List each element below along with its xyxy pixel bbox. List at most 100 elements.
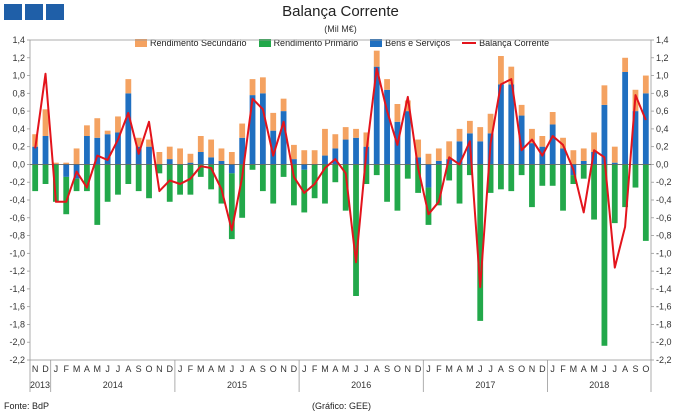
x-month-label: J [230, 364, 235, 374]
bar-secundario [477, 127, 484, 142]
bar-primario [322, 164, 328, 204]
bar-primario [259, 164, 266, 192]
y-tick-label-left: 1,2 [12, 53, 25, 63]
y-tick-label-right: -2,0 [656, 337, 672, 347]
bar-primario [197, 164, 204, 177]
legend-item-secundario: Rendimento Secundário [135, 38, 247, 48]
x-month-label: A [332, 364, 338, 374]
bar-bens [415, 157, 422, 165]
bar-secundario [208, 139, 215, 158]
bar-secundario [363, 132, 370, 147]
bar-secundario [249, 79, 256, 96]
legend-swatch-bens [370, 39, 383, 47]
bar-secundario [384, 79, 390, 90]
x-month-label: A [84, 364, 90, 374]
bar-primario [591, 164, 597, 220]
bar-secundario [115, 116, 121, 133]
bar-secundario [177, 148, 183, 165]
bar-bens [353, 137, 359, 165]
bar-secundario [94, 118, 101, 138]
bar-secundario [146, 139, 152, 147]
bar-bens [228, 164, 235, 174]
bar-secundario [342, 127, 349, 140]
x-month-label: J [602, 364, 607, 374]
x-month-label: N [529, 364, 536, 374]
bar-primario [384, 164, 390, 202]
bar-primario [601, 164, 608, 346]
x-month-label: A [581, 364, 587, 374]
bar-secundario [32, 134, 39, 147]
x-year-label: 2014 [103, 380, 123, 390]
legend-swatch-secundario [135, 39, 147, 47]
bar-secundario [52, 162, 59, 165]
bar-primario [580, 164, 587, 179]
bar-secundario [529, 128, 535, 144]
y-tick-label-right: -0,8 [656, 231, 672, 241]
source-note: Fonte: BdP [4, 401, 50, 411]
bar-bens [342, 139, 349, 165]
bar-primario [115, 164, 121, 195]
x-month-label: D [42, 364, 49, 374]
bank-logo [4, 4, 64, 20]
bar-secundario [487, 113, 494, 134]
x-month-label: M [570, 364, 578, 374]
bar-secundario [466, 120, 473, 134]
x-month-label: N [405, 364, 412, 374]
bar-bens [498, 84, 504, 165]
bar-secundario [228, 152, 235, 165]
x-month-label: J [240, 364, 245, 374]
bar-bens [384, 89, 390, 165]
x-month-label: J [302, 364, 307, 374]
bar-bens [239, 137, 246, 165]
y-tick-label-left: 1,0 [12, 71, 25, 81]
bar-primario [508, 164, 515, 192]
bar-bens [332, 148, 339, 165]
bar-bens [373, 66, 380, 165]
bar-secundario [498, 56, 504, 85]
bar-primario [208, 164, 215, 190]
bar-bens [115, 132, 121, 165]
bar-bens [601, 104, 608, 165]
x-month-label: O [642, 364, 649, 374]
bar-primario [498, 164, 504, 190]
bar-secundario [353, 128, 359, 138]
bar-primario [218, 164, 225, 204]
bar-secundario [570, 150, 577, 165]
bar-primario [125, 164, 132, 184]
x-month-label: J [364, 364, 369, 374]
y-tick-label-left: -0,2 [9, 177, 25, 187]
bar-secundario [591, 132, 597, 152]
bar-bens [580, 160, 587, 165]
x-month-label: O [146, 364, 153, 374]
bar-secundario [642, 75, 649, 94]
bar-primario [353, 164, 359, 296]
bar-bens [560, 148, 566, 165]
bar-secundario [332, 134, 339, 149]
bar-secundario [156, 152, 163, 165]
y-tick-label-right: -0,2 [656, 177, 672, 187]
y-tick-label-left: -2,0 [9, 337, 25, 347]
x-month-label: S [508, 364, 514, 374]
bar-secundario [560, 137, 566, 149]
x-year-label: 2017 [475, 380, 495, 390]
y-tick-label-right: -1,8 [656, 319, 672, 329]
bar-primario [42, 164, 49, 184]
x-month-label: S [384, 364, 390, 374]
bar-secundario [539, 136, 546, 147]
bar-primario [518, 164, 525, 176]
bar-secundario [280, 98, 287, 112]
bar-secundario [373, 50, 380, 67]
x-month-label: A [250, 364, 256, 374]
bar-bens [435, 160, 442, 165]
x-year-label: 2013 [30, 380, 50, 390]
x-month-label: A [125, 364, 131, 374]
bar-secundario [42, 109, 49, 136]
y-tick-label-left: -0,8 [9, 231, 25, 241]
bar-primario [373, 164, 380, 176]
bar-primario [94, 164, 101, 225]
bar-primario [146, 164, 152, 199]
bar-primario [363, 164, 370, 184]
bar-secundario [218, 148, 225, 161]
x-month-label: S [260, 364, 266, 374]
x-month-label: N [280, 364, 287, 374]
